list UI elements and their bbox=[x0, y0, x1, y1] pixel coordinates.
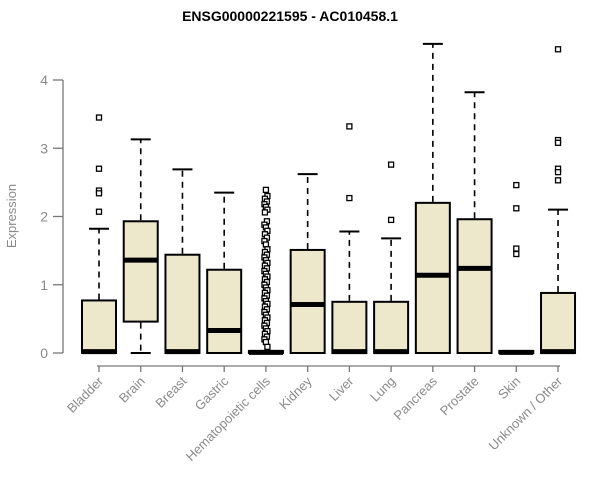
box bbox=[289, 248, 326, 355]
outlier-point bbox=[554, 168, 562, 176]
box bbox=[540, 291, 577, 355]
outlier-point bbox=[554, 46, 562, 53]
outlier-point bbox=[387, 161, 395, 168]
boxplot-gastric bbox=[206, 191, 243, 354]
outlier-point bbox=[554, 177, 562, 184]
boxplot-kidney bbox=[289, 173, 326, 355]
y-tick-label: 3 bbox=[40, 140, 48, 156]
boxplot-brain bbox=[122, 138, 159, 354]
boxplot-prostate bbox=[456, 91, 493, 354]
box bbox=[373, 300, 410, 354]
x-tick-label: Lung bbox=[367, 374, 398, 405]
outlier-point bbox=[387, 216, 395, 224]
box bbox=[122, 220, 159, 323]
x-tick-label: Kidney bbox=[276, 373, 315, 412]
x-tick-label: Unknown / Other bbox=[486, 373, 566, 453]
box bbox=[81, 299, 117, 355]
outlier-point bbox=[261, 209, 269, 216]
x-tick-label: Bladder bbox=[64, 373, 107, 416]
boxplot-breast bbox=[164, 168, 201, 355]
outlier-point bbox=[513, 245, 520, 252]
x-tick-label: Skin bbox=[495, 374, 523, 402]
boxplot-skin bbox=[498, 181, 535, 355]
box bbox=[164, 253, 201, 354]
boxplot-bladder bbox=[81, 114, 117, 355]
box bbox=[456, 218, 493, 354]
outlier-point bbox=[95, 190, 103, 197]
outlier-point bbox=[513, 181, 520, 189]
box bbox=[206, 268, 243, 354]
box bbox=[331, 300, 368, 354]
y-axis-label: Expression bbox=[4, 184, 19, 248]
box bbox=[414, 201, 451, 354]
outlier-point bbox=[95, 208, 103, 215]
outlier-point bbox=[346, 123, 353, 130]
outlier-point bbox=[264, 343, 271, 351]
x-tick-label: Prostate bbox=[437, 374, 482, 419]
boxplot-lung bbox=[373, 161, 410, 355]
boxplots bbox=[81, 42, 577, 355]
outlier-point bbox=[346, 194, 353, 202]
y-tick-label: 1 bbox=[40, 277, 48, 293]
outlier-point bbox=[513, 205, 520, 212]
outlier-point bbox=[95, 165, 103, 172]
outlier-point bbox=[95, 114, 103, 121]
x-tick-label: Breast bbox=[152, 373, 189, 410]
outlier-point bbox=[554, 139, 562, 146]
y-tick-label: 2 bbox=[40, 209, 48, 225]
boxplot-pancreas bbox=[414, 42, 451, 354]
boxplot-hematopoietic-cells bbox=[247, 186, 284, 355]
x-tick-label: Gastric bbox=[192, 373, 232, 413]
outlier-point bbox=[262, 186, 270, 194]
boxplot-unknown-other bbox=[540, 46, 577, 355]
x-tick-label: Brain bbox=[116, 374, 148, 406]
y-tick-label: 0 bbox=[40, 345, 48, 361]
outlier-point bbox=[513, 250, 520, 258]
boxplot-liver bbox=[331, 123, 368, 355]
chart-title: ENSG00000221595 - AC010458.1 bbox=[182, 8, 398, 24]
x-tick-label: Liver bbox=[326, 373, 357, 404]
y-tick-label: 4 bbox=[40, 72, 48, 88]
x-tick-label: Pancreas bbox=[391, 373, 441, 423]
